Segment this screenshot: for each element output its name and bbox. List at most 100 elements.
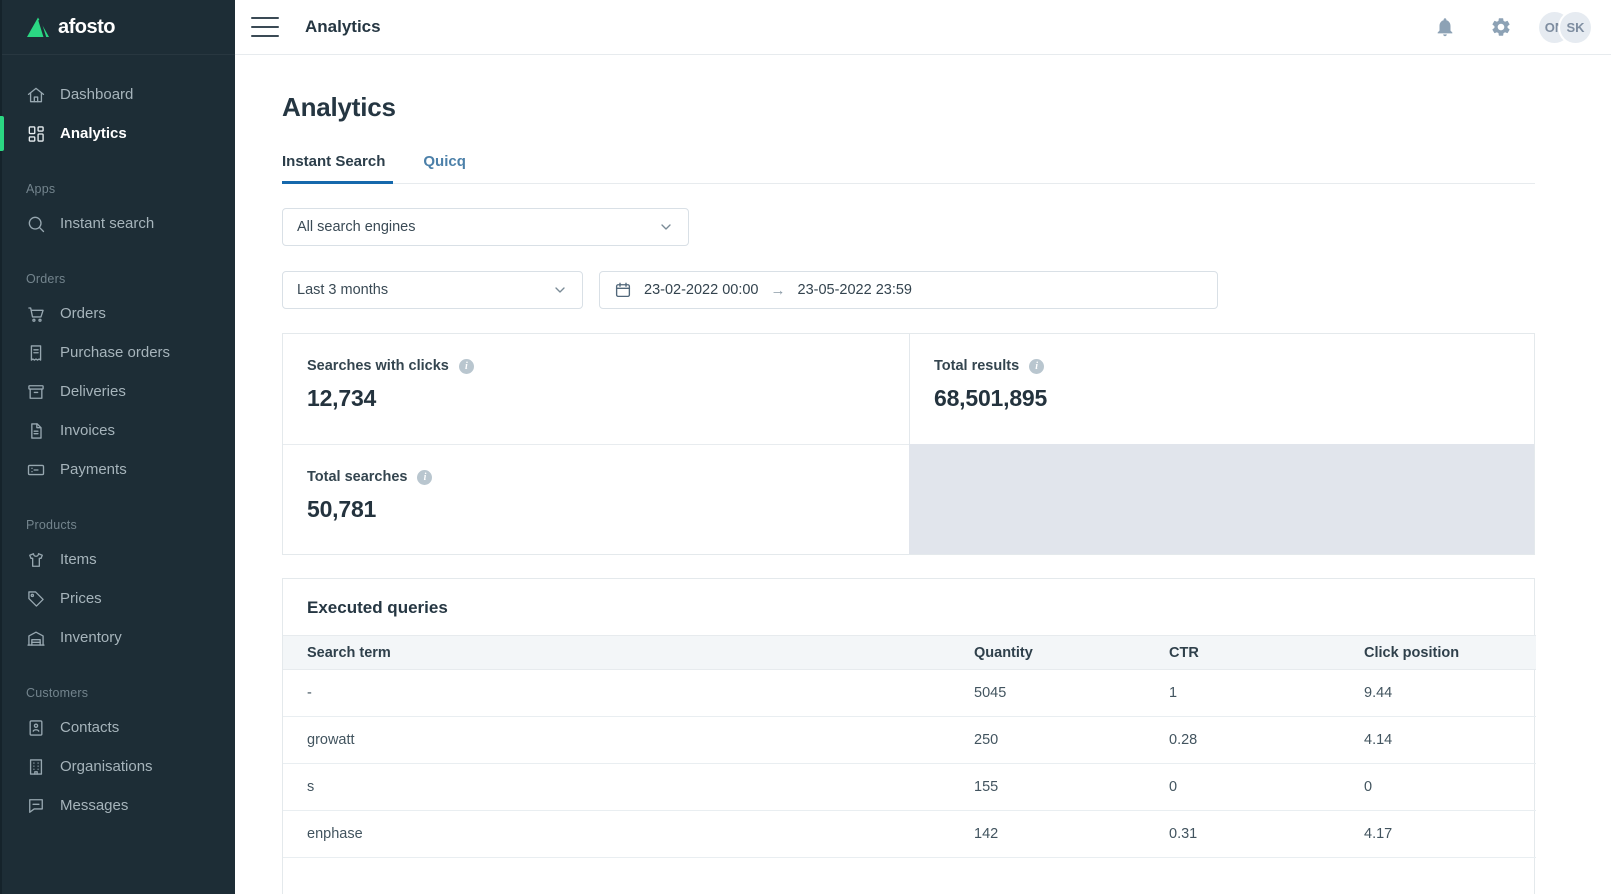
sidebar-section-apps: Apps Instant search xyxy=(2,182,235,243)
calendar-icon xyxy=(614,281,632,299)
sidebar-section-products: Products Items Prices xyxy=(2,518,235,657)
section-title: Products xyxy=(26,518,77,532)
table-row[interactable]: enphase 142 0.31 4.17 xyxy=(283,810,1536,858)
stat-card-total-searches: Total searches i 50,781 xyxy=(283,444,909,554)
sidebar-item-label: Payments xyxy=(60,461,127,478)
page-content: Analytics Instant Search Quicq All searc… xyxy=(235,55,1611,894)
chat-icon xyxy=(26,796,46,816)
sidebar-item-label: Deliveries xyxy=(60,383,126,400)
brand-name: afosto xyxy=(58,15,116,38)
sidebar-section-customers: Customers Contacts Organisations xyxy=(2,686,235,825)
cell-ctr: 0 xyxy=(1169,763,1364,811)
stat-value: 12,734 xyxy=(307,385,377,411)
cell-click-position: 9.44 xyxy=(1364,669,1536,717)
sidebar-item-organisations[interactable]: Organisations xyxy=(2,747,235,786)
warehouse-icon xyxy=(26,628,46,648)
stat-label: Searches with clicks xyxy=(307,358,449,374)
sidebar-nav: Dashboard Analytics Apps Instant search xyxy=(0,55,235,825)
chevron-down-icon xyxy=(552,282,568,298)
stat-label: Total searches xyxy=(307,469,408,485)
header-actions: ON SK xyxy=(1401,11,1591,43)
package-icon xyxy=(26,382,46,402)
cell-click-position: 4.17 xyxy=(1364,810,1536,858)
cell-quantity: 142 xyxy=(974,810,1169,858)
sidebar-item-label: Items xyxy=(60,551,97,568)
gear-icon[interactable] xyxy=(1489,15,1513,39)
sidebar-item-inventory[interactable]: Inventory xyxy=(2,618,235,657)
sidebar-item-label: Inventory xyxy=(60,629,122,646)
table-row[interactable]: s 155 0 0 xyxy=(283,763,1536,811)
stat-card-empty xyxy=(909,444,1534,554)
date-range-input[interactable]: 23-02-2022 00:00 → 23-05-2022 23:59 xyxy=(599,271,1218,309)
contact-book-icon xyxy=(26,718,46,738)
sidebar-item-deliveries[interactable]: Deliveries xyxy=(2,372,235,411)
stat-value: 50,781 xyxy=(307,496,377,522)
chevron-down-icon xyxy=(658,219,674,235)
filter-row-engines: All search engines xyxy=(282,208,1535,246)
cell-quantity: 250 xyxy=(974,716,1169,764)
info-icon[interactable]: i xyxy=(1029,358,1045,374)
sidebar-item-label: Organisations xyxy=(60,758,153,775)
column-header-quantity: Quantity xyxy=(974,635,1169,670)
sidebar-item-contacts[interactable]: Contacts xyxy=(2,708,235,747)
sidebar-item-label: Contacts xyxy=(60,719,120,736)
cell-quantity: 5045 xyxy=(974,669,1169,717)
sidebar-item-items[interactable]: Items xyxy=(2,540,235,579)
top-header: Analytics ON SK xyxy=(235,0,1611,55)
stat-label: Total results xyxy=(934,358,1020,374)
cell-ctr: 0.28 xyxy=(1169,716,1364,764)
search-engine-select[interactable]: All search engines xyxy=(282,208,689,246)
sidebar-item-orders[interactable]: Orders xyxy=(2,294,235,333)
banknote-icon xyxy=(26,460,46,480)
building-icon xyxy=(26,757,46,777)
shirt-icon xyxy=(26,550,46,570)
sidebar-item-dashboard[interactable]: Dashboard xyxy=(2,75,235,114)
cell-search-term: s xyxy=(283,763,974,811)
home-icon xyxy=(26,85,46,105)
sidebar-item-instant-search[interactable]: Instant search xyxy=(2,204,235,243)
stat-value: 68,501,895 xyxy=(934,385,1048,411)
cell-click-position: 0 xyxy=(1364,763,1536,811)
sidebar-item-messages[interactable]: Messages xyxy=(2,786,235,825)
sidebar-item-analytics[interactable]: Analytics xyxy=(0,114,235,153)
sidebar-item-purchase-orders[interactable]: Purchase orders xyxy=(2,333,235,372)
stat-card-searches-with-clicks: Searches with clicks i 12,734 xyxy=(283,334,909,444)
info-icon[interactable]: i xyxy=(417,469,433,485)
section-title: Customers xyxy=(26,686,89,700)
sidebar-item-prices[interactable]: Prices xyxy=(2,579,235,618)
table-row[interactable]: - 5045 1 9.44 xyxy=(283,669,1536,717)
column-header-ctr: CTR xyxy=(1169,635,1364,670)
executed-queries-table: Search term Quantity CTR Click position … xyxy=(283,635,1536,894)
menu-icon[interactable] xyxy=(251,17,279,37)
table-title: Executed queries xyxy=(307,598,448,617)
bell-icon[interactable] xyxy=(1433,15,1457,39)
tab-instant-search[interactable]: Instant Search xyxy=(282,153,394,184)
search-icon xyxy=(26,214,46,234)
brand-logo[interactable]: afosto xyxy=(2,0,235,55)
tab-quicq[interactable]: Quicq xyxy=(423,153,466,170)
date-to-value[interactable]: 23-05-2022 23:59 xyxy=(797,282,913,298)
period-select-value: Last 3 months xyxy=(297,282,389,298)
cart-icon xyxy=(26,304,46,324)
date-from-value[interactable]: 23-02-2022 00:00 xyxy=(644,282,759,298)
cell-ctr: 0.31 xyxy=(1169,810,1364,858)
sidebar-item-label: Dashboard xyxy=(60,86,134,103)
stat-card-total-results: Total results i 68,501,895 xyxy=(909,334,1534,444)
main-area: Analytics ON SK Analytics Instant Search… xyxy=(235,0,1611,894)
sidebar-item-payments[interactable]: Payments xyxy=(2,450,235,489)
section-title: Orders xyxy=(26,272,66,286)
sidebar-section-orders: Orders Orders Purchase orders xyxy=(2,272,235,489)
period-select[interactable]: Last 3 months xyxy=(282,271,583,309)
info-icon[interactable]: i xyxy=(458,358,474,374)
column-header-click-position: Click position xyxy=(1364,635,1536,670)
sidebar-item-invoices[interactable]: Invoices xyxy=(2,411,235,450)
sidebar-item-label: Messages xyxy=(60,797,129,814)
table-header-row: Search term Quantity CTR Click position xyxy=(283,635,1536,670)
executed-queries-card: Executed queries Search term Quantity CT… xyxy=(282,578,1536,894)
avatar[interactable]: SK xyxy=(1560,11,1591,43)
table-row[interactable]: growatt 250 0.28 4.14 xyxy=(283,716,1536,764)
sidebar-item-label: Prices xyxy=(60,590,102,607)
cell-search-term: - xyxy=(283,669,974,717)
stats-grid: Searches with clicks i 12,734 Total resu… xyxy=(282,333,1535,555)
